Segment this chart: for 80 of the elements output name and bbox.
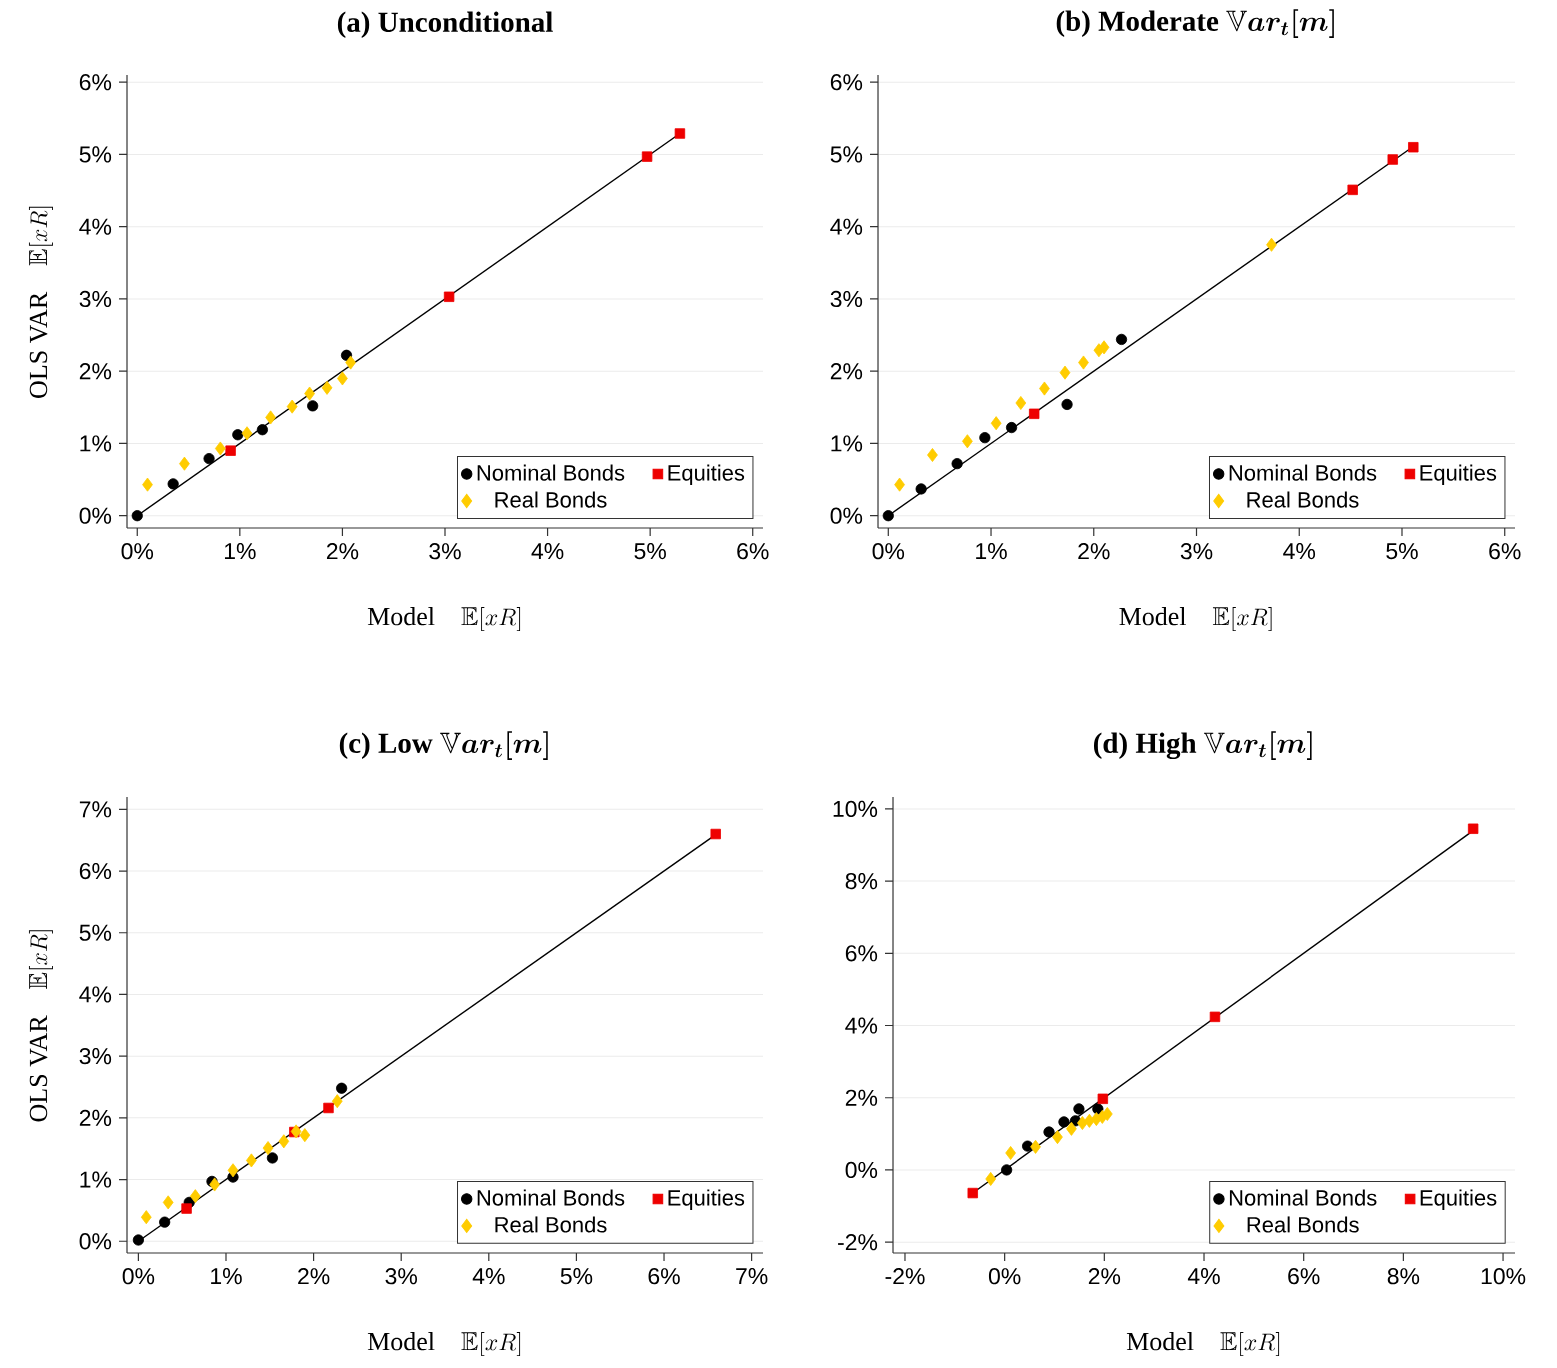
x-tick-label: 0% xyxy=(872,543,905,560)
y-tick-label: 6% xyxy=(79,74,112,91)
chart-title: $\textbf{(b) Moderate }\boldsymbol{\mathbb{V}ar_t[m]}$ xyxy=(1056,9,1334,38)
x-tick-label: 4% xyxy=(1283,543,1316,560)
y-tick-label: 0% xyxy=(845,1161,878,1179)
y-tick-label: 4% xyxy=(830,218,863,235)
legend-label: Real Bonds xyxy=(495,1216,607,1233)
legend-label: Equities xyxy=(1420,464,1497,486)
x-tick-label: 0% xyxy=(988,1268,1021,1285)
x-tick-label: 2% xyxy=(326,543,359,560)
x-tick-label: 6% xyxy=(648,1268,680,1285)
y-tick-label: 6% xyxy=(845,945,878,962)
x-axis-title: $\text{Model}\quad\mathbb{E}[xR]$ xyxy=(1126,1332,1280,1357)
y-axis-title: $\text{OLS VAR}\quad\mathbb{E}[xR]$ xyxy=(28,206,53,398)
y-tick-label: 5% xyxy=(79,924,112,941)
y-tick-label: 2% xyxy=(845,1089,878,1106)
x-tick-label: 2% xyxy=(298,1268,330,1285)
x-tick-label: 10% xyxy=(1481,1268,1526,1285)
legend-label: Equities xyxy=(1420,1189,1497,1210)
x-tick-label: 4% xyxy=(472,1268,505,1285)
y-tick-label: 0% xyxy=(79,507,112,524)
y-tick-label: 1% xyxy=(80,435,112,452)
legend-label: Nominal Bonds xyxy=(477,464,625,481)
y-tick-label: 0% xyxy=(830,507,863,524)
x-tick-label: 0% xyxy=(122,1268,155,1285)
y-tick-label: 2% xyxy=(79,1109,112,1126)
y-tick-label: -2% xyxy=(838,1234,878,1251)
y-tick-label: 5% xyxy=(79,146,112,163)
y-tick-label: 2% xyxy=(79,363,112,380)
y-tick-label: 3% xyxy=(830,290,863,308)
chart-title: $\textbf{(a) Unconditional}$ xyxy=(337,11,553,38)
y-tick-label: 1% xyxy=(80,1171,112,1188)
legend-label: Nominal Bonds xyxy=(477,1189,625,1206)
y-tick-label: 5% xyxy=(830,146,863,163)
y-tick-label: 4% xyxy=(79,986,112,1003)
x-tick-label: 5% xyxy=(634,543,666,560)
y-tick-label: 3% xyxy=(79,290,112,308)
x-tick-label: 6% xyxy=(1489,543,1521,560)
x-tick-label: 0% xyxy=(121,543,154,560)
legend-label: Nominal Bonds xyxy=(1229,464,1377,481)
y-tick-label: 4% xyxy=(845,1017,878,1034)
y-tick-label: 1% xyxy=(831,435,863,452)
x-tick-label: 1% xyxy=(211,1268,242,1285)
y-tick-label: 0% xyxy=(79,1233,112,1250)
x-tick-label: 3% xyxy=(429,543,461,560)
x-tick-label: 4% xyxy=(531,543,564,560)
x-tick-label: 5% xyxy=(1386,543,1418,560)
legend-label: Real Bonds xyxy=(1247,1216,1359,1233)
x-tick-label: 2% xyxy=(1088,1268,1121,1285)
y-tick-label: 7% xyxy=(79,801,112,818)
x-tick-label: 7% xyxy=(736,1268,768,1285)
legend-label: Real Bonds xyxy=(1247,491,1359,508)
legend-label: Equities xyxy=(668,464,745,486)
x-axis-title: $\text{Model}\quad\mathbb{E}[xR]$ xyxy=(1119,607,1272,632)
y-tick-label: 6% xyxy=(830,74,863,91)
x-tick-label: 8% xyxy=(1387,1268,1420,1285)
x-tick-label: 5% xyxy=(560,1268,593,1285)
legend-label: Equities xyxy=(668,1189,745,1210)
x-tick-label: 3% xyxy=(385,1268,418,1285)
x-axis-title: $\text{Model}\quad\mathbb{E}[xR]$ xyxy=(367,607,521,632)
x-tick-label: 1% xyxy=(224,543,256,560)
y-tick-label: 6% xyxy=(79,862,112,880)
legend-label: Real Bonds xyxy=(495,491,607,508)
y-tick-label: 3% xyxy=(79,1048,112,1065)
y-tick-label: 8% xyxy=(845,872,878,890)
chart-title: $\textbf{(d) High }\boldsymbol{\mathbb{V}ar_t[m]}$ xyxy=(1093,731,1312,760)
y-axis-title: $\text{OLS VAR}\quad\mathbb{E}[xR]$ xyxy=(28,930,53,1122)
legend-label: Nominal Bonds xyxy=(1229,1189,1377,1206)
x-tick-label: 6% xyxy=(737,543,769,560)
chart-title: $\textbf{(c) Low }\boldsymbol{\mathbb{V}ar_t[m]}$ xyxy=(339,731,548,760)
x-tick-label: 6% xyxy=(1288,1268,1320,1285)
y-tick-label: 4% xyxy=(79,218,112,235)
x-tick-label: 3% xyxy=(1180,543,1213,560)
x-tick-label: 2% xyxy=(1078,543,1110,560)
y-tick-label: 10% xyxy=(833,800,878,818)
x-axis-title: $\text{Model}\quad\mathbb{E}[xR]$ xyxy=(367,1332,521,1357)
x-tick-label: -2% xyxy=(885,1268,925,1285)
y-tick-label: 2% xyxy=(830,363,863,380)
x-tick-label: 1% xyxy=(976,543,1007,560)
x-tick-label: 4% xyxy=(1187,1268,1220,1285)
